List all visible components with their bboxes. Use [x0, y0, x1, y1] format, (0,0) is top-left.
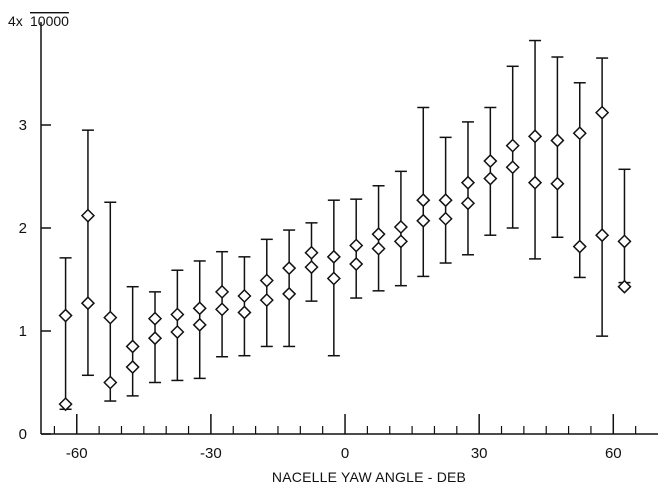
data-point — [149, 332, 161, 344]
data-point — [574, 241, 586, 253]
data-point — [60, 310, 72, 322]
data-point — [283, 288, 295, 300]
data-point — [261, 275, 273, 287]
data-point — [417, 215, 429, 227]
data-point — [238, 290, 250, 302]
data-point — [373, 243, 385, 255]
data-point — [350, 240, 362, 252]
data-point — [551, 178, 563, 190]
data-point — [484, 173, 496, 185]
data-point — [216, 286, 228, 298]
data-point — [82, 210, 94, 222]
data-point — [440, 194, 452, 206]
data-point — [484, 155, 496, 167]
data-point — [305, 247, 317, 259]
data-point — [216, 303, 228, 315]
data-point — [529, 177, 541, 189]
data-point — [440, 213, 452, 225]
data-point — [261, 294, 273, 306]
data-point — [395, 221, 407, 233]
x-axis-title: NACELLE YAW ANGLE - DEB — [272, 469, 466, 485]
x-tick-label: -30 — [200, 445, 222, 462]
data-point — [127, 361, 139, 373]
data-point — [194, 302, 206, 314]
y-tick-label: 1 — [19, 323, 27, 340]
y-multiplier-prefix: 4x — [8, 13, 23, 29]
data-point — [618, 235, 630, 247]
x-tick-label: -60 — [66, 445, 88, 462]
data-point — [238, 306, 250, 318]
x-tick-label: 30 — [471, 445, 488, 462]
y-tick-label: 2 — [19, 220, 27, 237]
data-point — [104, 377, 116, 389]
y-axis-ticks: 0 1 2 3 — [19, 117, 51, 443]
data-point — [507, 161, 519, 173]
data-point — [395, 235, 407, 247]
data-point — [283, 262, 295, 274]
error-bars — [60, 41, 631, 410]
data-point — [60, 398, 72, 410]
data-point — [462, 197, 474, 209]
data-point — [417, 194, 429, 206]
data-point — [171, 309, 183, 321]
data-point — [373, 228, 385, 240]
data-point — [104, 312, 116, 324]
y-multiplier-value: 10000 — [30, 13, 69, 29]
data-point — [171, 326, 183, 338]
data-point — [149, 313, 161, 325]
data-point — [462, 177, 474, 189]
data-point — [328, 272, 340, 284]
data-point — [507, 140, 519, 152]
data-point — [82, 297, 94, 309]
data-point — [194, 319, 206, 331]
data-point — [551, 134, 563, 146]
data-markers — [60, 107, 631, 410]
data-point — [574, 127, 586, 139]
y-tick-label: 0 — [19, 426, 27, 443]
data-point — [127, 340, 139, 352]
data-point — [328, 251, 340, 263]
data-point — [596, 107, 608, 119]
data-point — [350, 258, 362, 270]
data-point — [529, 130, 541, 142]
data-point — [596, 229, 608, 241]
data-point — [305, 261, 317, 273]
y-tick-label: 3 — [19, 117, 27, 134]
x-tick-label: 0 — [341, 445, 349, 462]
x-tick-label: 60 — [605, 445, 622, 462]
x-axis-ticks: -60 -30 0 30 60 — [54, 414, 635, 462]
